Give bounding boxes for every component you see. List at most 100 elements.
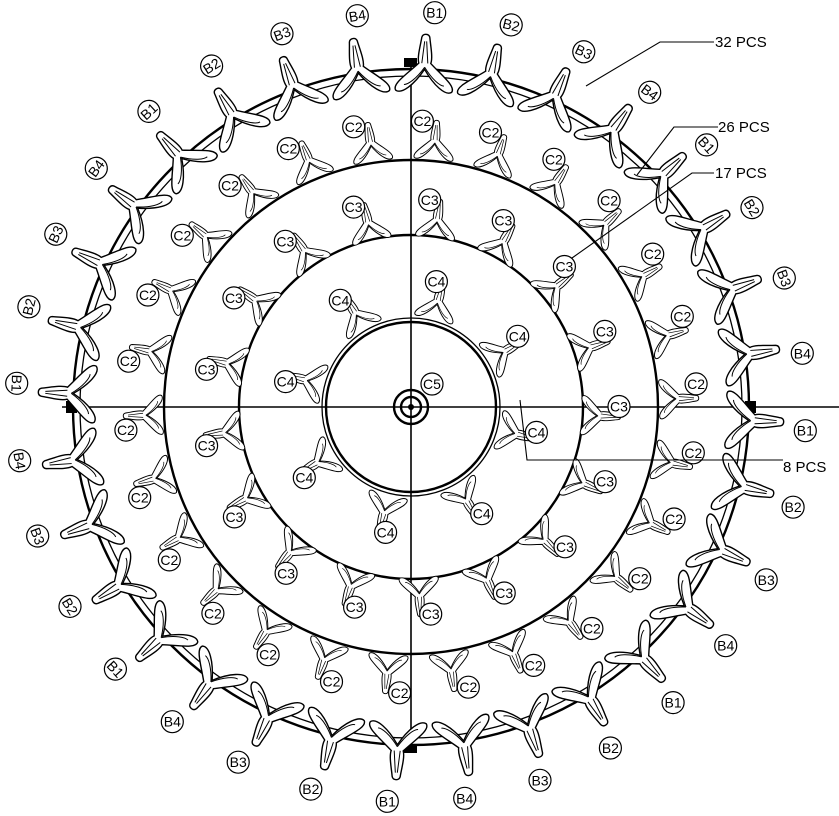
part-label-text: C3 xyxy=(422,606,440,622)
part-label-text: B4 xyxy=(164,714,181,730)
part-label-c2: C2 xyxy=(542,147,566,171)
part-label-c2: C2 xyxy=(628,567,652,591)
part-label-b4: B4 xyxy=(84,156,108,180)
part-label-text: B2 xyxy=(19,296,39,317)
tine-part xyxy=(488,628,526,674)
part-label-text: B1 xyxy=(797,423,814,439)
tine-part xyxy=(133,455,178,494)
quantity-callouts: 32 PCS 26 PCS 17 PCS 8 PCS xyxy=(519,34,826,476)
part-label-b2: B2 xyxy=(200,54,223,78)
tine-part xyxy=(307,706,366,771)
part-label-text: C4 xyxy=(377,524,395,540)
part-label-text: C3 xyxy=(225,509,243,525)
part-label-text: C5 xyxy=(423,376,441,392)
part-label-text: C3 xyxy=(596,474,614,490)
part-label-c2: C2 xyxy=(456,675,480,699)
part-label-text: B2 xyxy=(785,499,802,515)
part-label-text: C2 xyxy=(323,674,341,690)
part-label-text: B3 xyxy=(27,525,48,547)
tine-part xyxy=(41,427,105,486)
part-label-c2: C2 xyxy=(597,189,621,213)
tine-part xyxy=(71,246,137,301)
part-label-text: C4 xyxy=(277,374,295,390)
tine-part xyxy=(250,681,305,747)
part-label-text: B1 xyxy=(426,4,444,21)
part-label-c3: C3 xyxy=(553,535,577,559)
tine-part xyxy=(517,67,572,133)
callout-26-pcs: 26 PCS xyxy=(718,119,770,136)
part-label-text: C3 xyxy=(198,361,216,377)
part-label-text: C2 xyxy=(391,685,409,701)
part-label-c4: C4 xyxy=(506,324,530,348)
part-label-c3: C3 xyxy=(419,602,443,626)
part-label-text: C3 xyxy=(494,213,512,229)
part-label-text: C2 xyxy=(673,308,691,324)
tine-part xyxy=(394,33,454,94)
part-label-text: B2 xyxy=(602,740,619,756)
part-label-b4: B4 xyxy=(453,786,477,810)
tine-part xyxy=(724,390,785,450)
part-label-c3: C3 xyxy=(593,319,617,343)
part-label-text: C2 xyxy=(139,287,157,303)
part-label-b1: B1 xyxy=(661,690,685,715)
part-label-c2: C2 xyxy=(319,670,344,694)
part-label-text: C4 xyxy=(473,506,491,522)
part-label-text: C4 xyxy=(509,328,527,344)
part-label-text: C4 xyxy=(331,292,349,308)
part-label-text: B1 xyxy=(379,793,396,809)
tine-part xyxy=(296,140,334,186)
part-label-text: B3 xyxy=(230,754,247,770)
part-label-text: B3 xyxy=(531,772,548,788)
tine-part xyxy=(644,320,689,359)
part-label-b1: B1 xyxy=(695,133,719,157)
tine-part xyxy=(107,185,173,245)
part-label-text: C2 xyxy=(665,511,683,527)
part-label-text: B3 xyxy=(271,23,293,44)
tine-part xyxy=(665,209,731,267)
tine-part xyxy=(573,103,633,169)
part-label-c3: C3 xyxy=(222,505,246,529)
tine-part xyxy=(155,131,218,195)
part-label-c4: C4 xyxy=(524,420,549,444)
part-label-c2: C2 xyxy=(117,349,141,373)
part-label-text: B3 xyxy=(774,267,795,289)
callout-leader-1 xyxy=(585,41,714,87)
part-label-c3: C3 xyxy=(273,229,297,253)
part-label-text: B3 xyxy=(758,572,775,588)
part-label-text: B4 xyxy=(348,6,368,25)
callout-17-pcs: 17 PCS xyxy=(715,165,767,182)
part-label-c2: C2 xyxy=(662,507,686,531)
tine-part xyxy=(529,164,569,209)
tine-part xyxy=(47,303,112,362)
part-label-b4: B4 xyxy=(714,634,738,658)
part-label-b1: B1 xyxy=(423,1,447,25)
part-label-text: B2 xyxy=(59,595,82,618)
part-label-b2: B2 xyxy=(740,196,764,219)
tine-part xyxy=(135,600,199,663)
part-label-text: C2 xyxy=(160,552,178,568)
part-label-c4: C4 xyxy=(328,288,352,312)
part-label-c5: C5 xyxy=(420,372,444,396)
part-label-text: C2 xyxy=(413,113,431,129)
tine-part xyxy=(428,649,469,692)
tine-part xyxy=(578,208,622,251)
tine-part xyxy=(604,619,667,683)
part-label-c4: C4 xyxy=(374,520,398,545)
part-label-b2: B2 xyxy=(781,495,805,519)
part-label-b2: B2 xyxy=(17,295,41,319)
part-label-c2: C2 xyxy=(580,616,604,641)
part-label-b1: B1 xyxy=(137,100,161,124)
part-label-b2: B2 xyxy=(598,736,623,760)
part-label-b1: B1 xyxy=(5,371,29,395)
part-label-text: C4 xyxy=(295,470,313,486)
part-label-text: C2 xyxy=(345,119,363,135)
part-label-c3: C3 xyxy=(593,470,617,494)
part-label-b4: B4 xyxy=(790,341,814,365)
part-label-c3: C3 xyxy=(342,195,366,219)
callout-leader-3 xyxy=(571,172,714,259)
tine-part xyxy=(493,693,549,758)
callout-8-pcs: 8 PCS xyxy=(783,459,826,476)
axis-end-block xyxy=(404,744,417,753)
part-label-c4: C4 xyxy=(470,502,494,526)
